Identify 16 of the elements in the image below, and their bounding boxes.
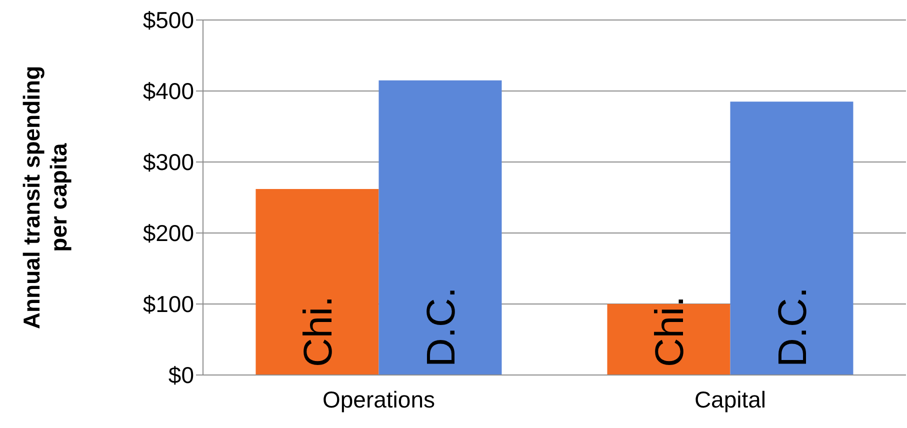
y-tick-label: $200 [142,220,194,246]
bar [378,80,502,375]
bar [730,102,854,375]
x-tick-label: Capital [694,386,766,412]
series-label: D.C. [420,287,464,367]
y-tick-label: $500 [142,7,194,34]
bar [256,188,379,375]
y-tick-label: $400 [142,78,194,104]
y-tick-label: $300 [142,149,194,176]
series-label: Chi. [296,296,341,367]
y-axis-title: Annual transit spending per capita [18,66,72,330]
y-tick-label: $100 [142,291,194,318]
y-tick-label: $0 [168,362,194,388]
text: Chi. [648,296,692,367]
x-tick-label: Operations [322,386,436,412]
text: D.C. [771,287,816,367]
